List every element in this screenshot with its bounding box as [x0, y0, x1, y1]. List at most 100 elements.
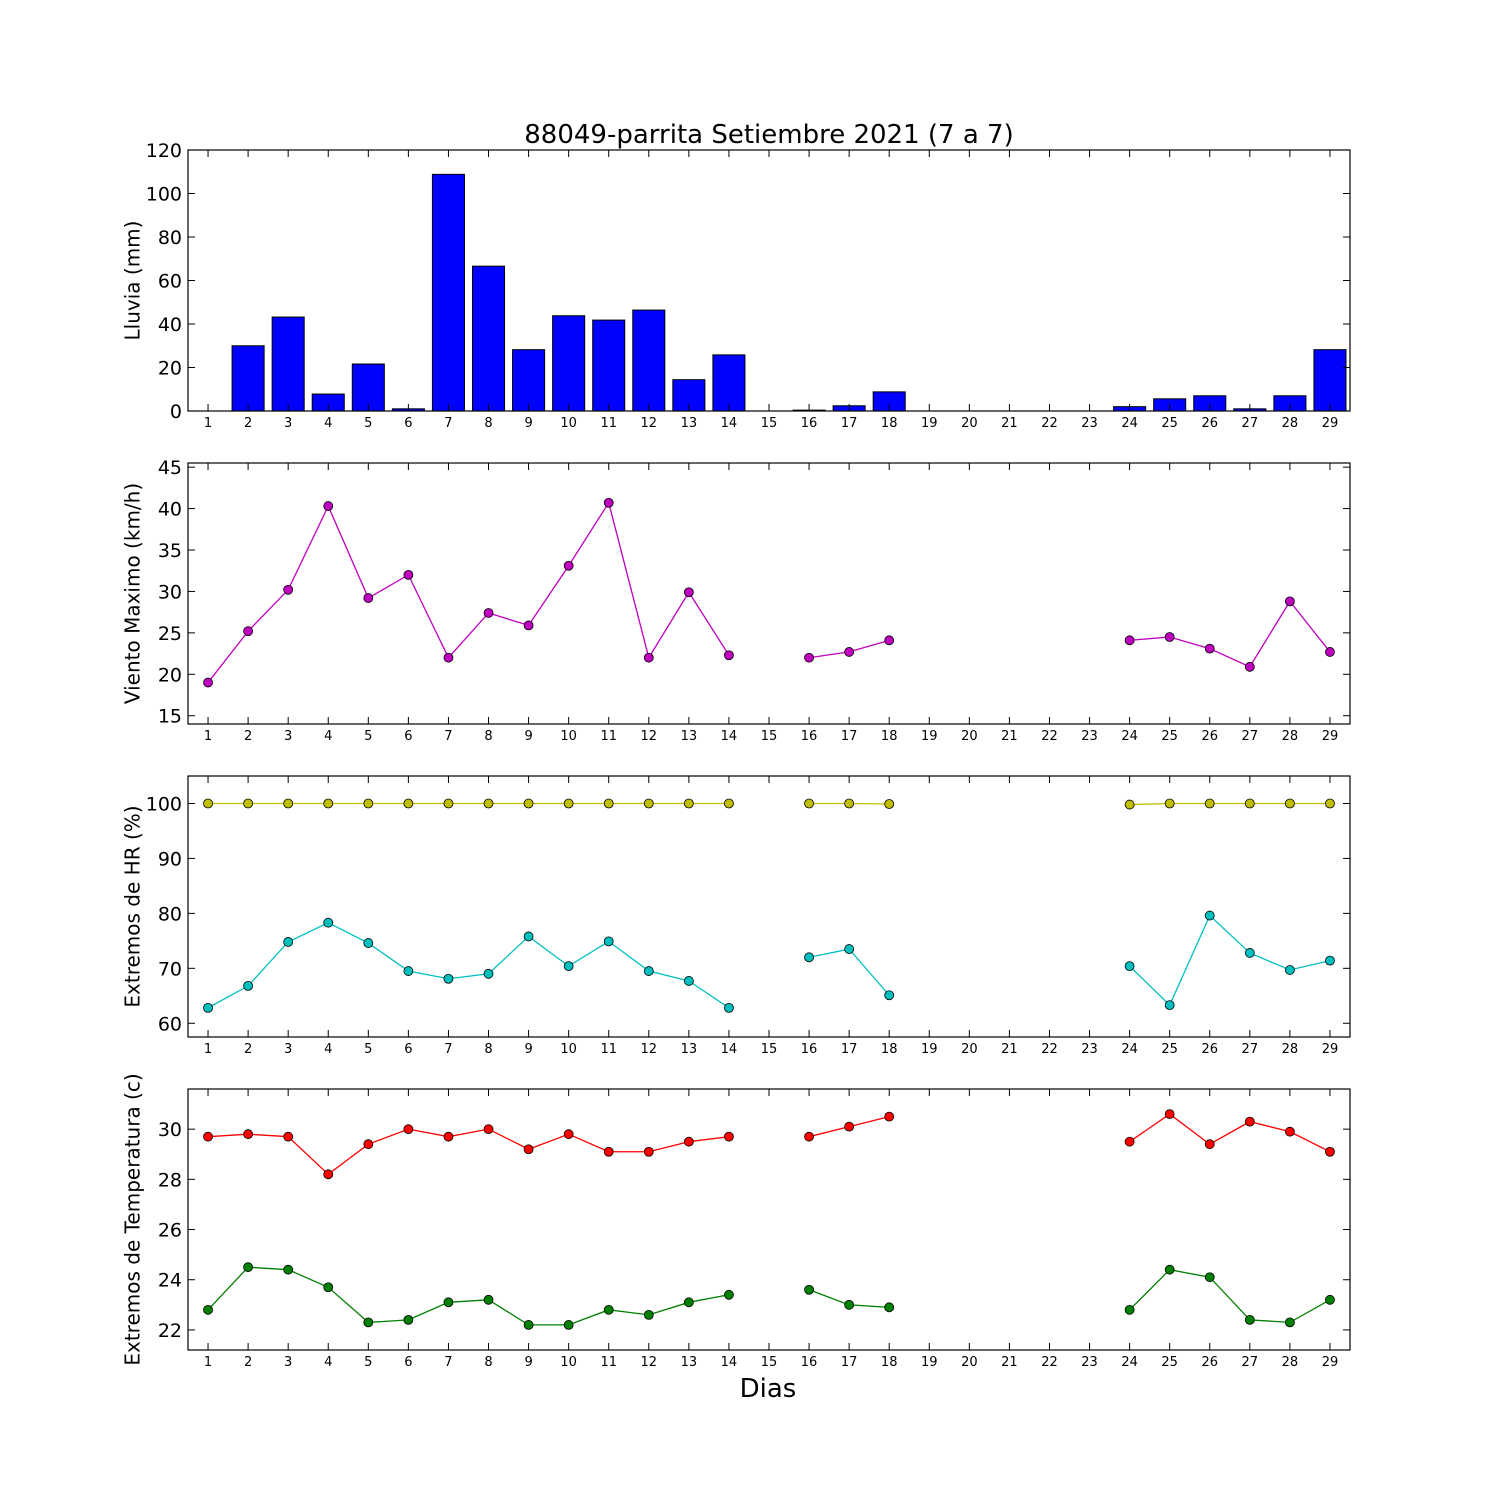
x-tick-label-9: 9: [524, 416, 532, 431]
x-tick-label-4: 4: [324, 1042, 332, 1057]
series-2-point-day-1: [203, 1002, 213, 1013]
series-1-point-day-4: [323, 1169, 334, 1180]
y-tick-label-28: 28: [158, 1169, 182, 1191]
series-1-point-day-25: [1164, 632, 1175, 642]
series-2-point-day-7: [443, 973, 454, 984]
series-2-point-day-11: [603, 1304, 614, 1315]
x-tick-label-26: 26: [1201, 1042, 1218, 1057]
x-tick-label-22: 22: [1041, 416, 1058, 431]
series-2-point-day-12: [643, 966, 654, 976]
y-tick-label-90: 90: [158, 848, 182, 870]
series-1-point-day-29: [1325, 1146, 1335, 1157]
y-tick-label-30: 30: [158, 581, 182, 603]
x-tick-label-28: 28: [1282, 1042, 1299, 1057]
series-2-point-day-18: [884, 1302, 895, 1313]
x-tick-label-26: 26: [1201, 729, 1218, 744]
y-tick-label-20: 20: [158, 664, 182, 686]
series-1-point-day-7: [443, 798, 454, 809]
series-2-line-1: [207, 921, 730, 1009]
x-tick-label-6: 6: [404, 1042, 412, 1057]
bar-day-2: [231, 345, 265, 412]
panel-1: 1 2 3 4 5 6 7 8 9 10 11 12 13 14 15 16 17 18 19 20 21 22 23 24 2…: [121, 140, 1351, 431]
series-1-point-day-13: [683, 1136, 694, 1147]
x-tick-label-21: 21: [1001, 1042, 1018, 1057]
x-tick-label-4: 4: [324, 416, 332, 431]
series-1-point-day-6: [403, 798, 414, 809]
x-tick-label-25: 25: [1161, 729, 1178, 744]
series-1-point-day-16: [804, 798, 814, 809]
y-tick-label-60: 60: [158, 271, 182, 293]
x-tick-label-25: 25: [1161, 1355, 1178, 1370]
series-1-point-day-3: [283, 798, 294, 809]
x-tick-label-14: 14: [721, 729, 738, 744]
x-tick-label-6: 6: [404, 416, 412, 431]
y-axis-label: Viento Maximo (km/h): [121, 483, 145, 704]
y-tick-label-80: 80: [158, 903, 182, 925]
series-2-point-day-2: [243, 1262, 254, 1273]
series-1-point-day-5: [363, 593, 374, 603]
series-2-point-day-17: [844, 1299, 855, 1310]
x-tick-label-17: 17: [841, 729, 858, 744]
x-tick-label-28: 28: [1282, 1355, 1299, 1370]
x-tick-label-5: 5: [364, 416, 372, 431]
x-tick-label-23: 23: [1081, 416, 1098, 431]
x-tick-label-22: 22: [1041, 1042, 1058, 1057]
x-tick-label-24: 24: [1121, 729, 1138, 744]
series-2-point-day-28: [1284, 1317, 1295, 1328]
series-1-point-day-16: [804, 652, 814, 663]
x-tick-label-4: 4: [324, 729, 332, 744]
bar-day-10: [552, 315, 586, 412]
series-1-point-day-9: [523, 620, 534, 631]
series-1-point-day-29: [1325, 647, 1335, 657]
x-tick-label-15: 15: [761, 1042, 778, 1057]
series-1-point-day-12: [643, 652, 654, 663]
y-tick-label-35: 35: [158, 540, 182, 562]
x-tick-label-11: 11: [600, 729, 617, 744]
series-2-point-day-24: [1124, 1304, 1135, 1315]
series-2-point-day-18: [884, 990, 895, 1001]
y-tick-label-70: 70: [158, 958, 182, 980]
series-2-point-day-25: [1164, 1264, 1175, 1275]
y-tick-label-45: 45: [158, 457, 182, 479]
y-axis-label: Extremos de Temperatura (c): [121, 1073, 145, 1365]
series-1-point-day-11: [603, 1146, 614, 1157]
x-tick-label-16: 16: [801, 729, 818, 744]
x-tick-label-5: 5: [364, 729, 372, 744]
x-tick-label-12: 12: [641, 416, 658, 431]
x-tick-label-14: 14: [721, 1355, 738, 1370]
series-1-point-day-28: [1284, 798, 1295, 809]
series-2-point-day-28: [1284, 965, 1295, 975]
x-tick-label-23: 23: [1081, 1042, 1098, 1057]
x-tick-label-14: 14: [721, 416, 738, 431]
x-tick-label-17: 17: [841, 1355, 858, 1370]
series-1-point-day-4: [323, 798, 334, 809]
x-tick-label-3: 3: [284, 1042, 292, 1057]
series-1-point-day-2: [243, 798, 254, 809]
y-tick-label-15: 15: [158, 706, 182, 728]
series-2-point-day-29: [1325, 1294, 1335, 1305]
x-tick-label-5: 5: [364, 1355, 372, 1370]
y-tick-label-100: 100: [146, 793, 182, 815]
series-2-point-day-9: [523, 1320, 534, 1330]
x-tick-label-8: 8: [484, 416, 492, 431]
series-1-point-day-12: [643, 1146, 654, 1157]
x-tick-label-3: 3: [284, 1355, 292, 1370]
series-1-point-day-9: [523, 798, 534, 809]
series-1-point-day-14: [724, 650, 734, 661]
panel-2: 1 2 3 4 5 6 7 8 9 10 11 12 13 14 15 16 17 18 19 20 21 22 23 24 2…: [121, 457, 1351, 744]
x-tick-label-26: 26: [1201, 416, 1218, 431]
bar-day-11: [592, 319, 626, 412]
series-1-line-3: [1129, 1113, 1331, 1153]
y-axis-label: Lluvia (mm): [121, 221, 145, 341]
x-tick-label-10: 10: [560, 729, 577, 744]
series-1-point-day-8: [483, 798, 494, 809]
series-1-point-day-24: [1124, 1136, 1135, 1147]
y-tick-label-120: 120: [146, 140, 182, 162]
x-tick-label-3: 3: [284, 416, 292, 431]
x-tick-label-27: 27: [1242, 1355, 1259, 1370]
x-tick-label-9: 9: [524, 1042, 532, 1057]
y-tick-label-40: 40: [158, 314, 182, 336]
series-2-point-day-3: [283, 937, 294, 947]
panel-4: 1 2 3 4 5 6 7 8 9 10 11 12 13 14 15 16 17 18 19 20 21 22 23 24 2…: [121, 1073, 1351, 1370]
series-2-point-day-11: [603, 936, 614, 947]
